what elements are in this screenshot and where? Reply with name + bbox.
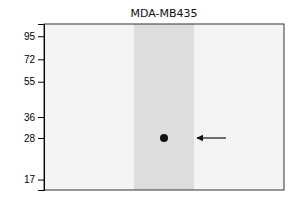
plot-frame <box>44 24 284 190</box>
y-tick: 17 <box>24 174 44 185</box>
y-tick-line <box>38 117 44 118</box>
y-tick-line <box>38 59 44 60</box>
y-tick-label: 95 <box>24 31 36 42</box>
y-tick: 36 <box>24 112 44 123</box>
lane <box>134 24 194 190</box>
y-tick: 95 <box>24 31 44 42</box>
title: MDA-MB435 <box>130 7 197 20</box>
chart: 95 72 55 36 28 17 MDA-MB435 <box>0 0 300 200</box>
arrow <box>197 137 226 138</box>
y-tick-label: 17 <box>24 174 36 185</box>
y-tick: 28 <box>24 133 44 144</box>
y-tick: 55 <box>24 76 44 87</box>
band-dot <box>160 134 168 142</box>
y-tick-label: 55 <box>24 76 36 87</box>
y-tick-line <box>38 180 44 181</box>
lanes <box>134 24 194 190</box>
y-tick-line <box>38 138 44 139</box>
plot-background <box>44 24 284 190</box>
y-tick-label: 36 <box>24 112 36 123</box>
marks <box>160 134 226 142</box>
y-tick-label: 28 <box>24 133 36 144</box>
y-tick: 72 <box>24 54 44 65</box>
y-axis-line <box>38 25 45 191</box>
y-axis: 95 72 55 36 28 17 <box>24 25 45 191</box>
y-tick-line <box>38 82 44 83</box>
y-tick-label: 72 <box>24 54 36 65</box>
y-tick-line <box>38 36 44 37</box>
